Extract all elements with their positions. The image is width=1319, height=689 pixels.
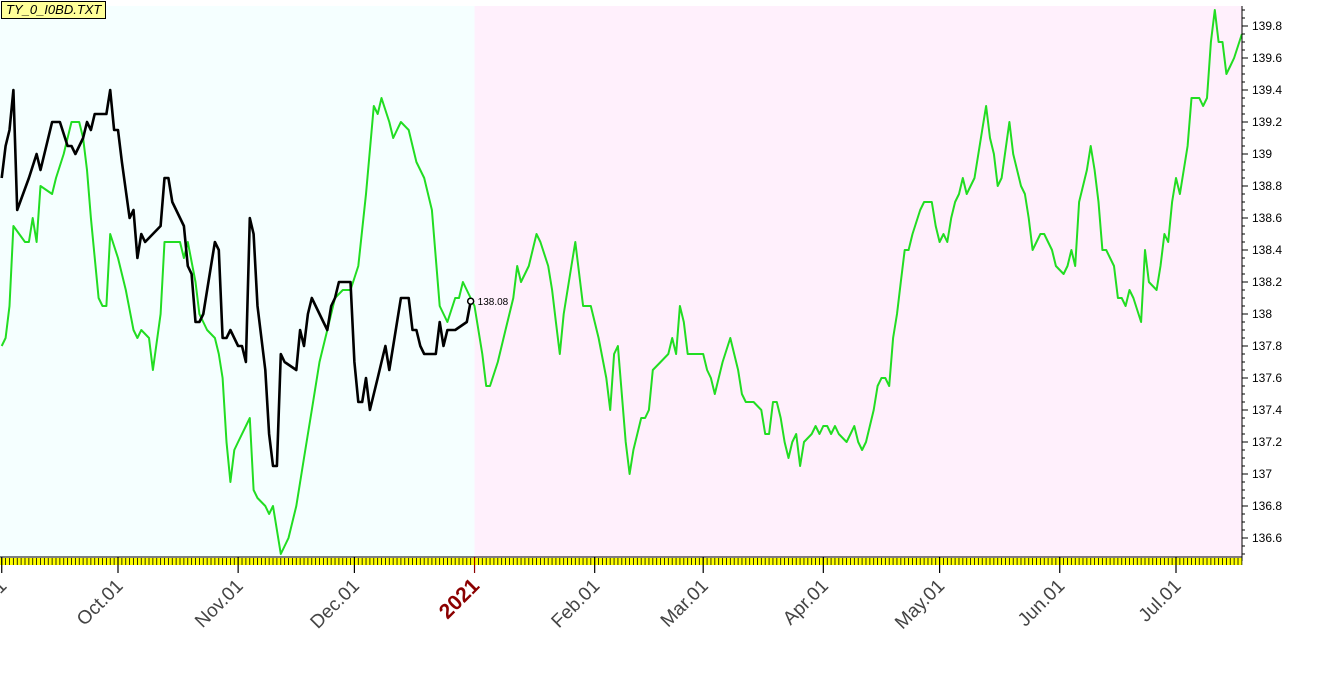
y-tick-label: 139.8 [1252,19,1282,33]
y-tick-label: 138.6 [1252,211,1282,225]
x-axis: Sep.01 Oct.01 Nov.01 Dec.01 2021 Feb.01 Mar.01… [0,556,1243,634]
y-tick-label: 139.6 [1252,51,1282,65]
y-tick-label: 139.2 [1252,115,1282,129]
y-tick-label: 138 [1252,307,1272,321]
y-tick-label: 137.8 [1252,339,1282,353]
y-tick-label: 138.2 [1252,275,1282,289]
y-tick-label: 139 [1252,147,1272,161]
black-series-line [0,88,472,468]
x-tick-label: Mar.01 [657,576,713,632]
x-tick-label: Apr.01 [779,576,833,630]
y-tick-label: 137.2 [1252,435,1282,449]
x-tick-label: 2021 [435,574,485,624]
x-tick-label: Jul.01 [1135,576,1186,627]
x-tick-label: Dec.01 [307,576,364,633]
x-tick-label: Feb.01 [548,576,605,633]
y-tick-label: 138.4 [1252,243,1282,257]
y-tick-label: 137.4 [1252,403,1282,417]
x-tick-label: Nov.01 [191,576,247,632]
last-value-label: 138.08 [478,297,509,308]
past-period-background [0,6,475,557]
x-tick-label: Jun.01 [1014,576,1069,631]
x-tick-label: May.01 [891,576,949,634]
future-period-background [474,6,1242,557]
y-tick-label: 136.8 [1252,499,1282,513]
last-value-marker: 138.08 [466,297,509,308]
y-tick-label: 137 [1252,467,1272,481]
y-tick-label: 136.6 [1252,531,1282,545]
y-tick-label: 138.8 [1252,179,1282,193]
green-series-line [0,9,1243,555]
x-tick-label: Oct.01 [73,576,127,630]
y-tick-label: 137.6 [1252,371,1282,385]
y-tick-label: 139.4 [1252,83,1282,97]
series-layer [0,9,1243,555]
x-axis-tick-band [0,558,1242,565]
file-name-label: TY_0_I0BD.TXT [1,1,107,19]
last-value-dot [466,297,475,305]
x-tick-label: Sep.01 [0,576,11,633]
y-axis: 136.6 136.8 137 137.2 137.4 137.6 137.8 138 138.… [1241,6,1282,561]
